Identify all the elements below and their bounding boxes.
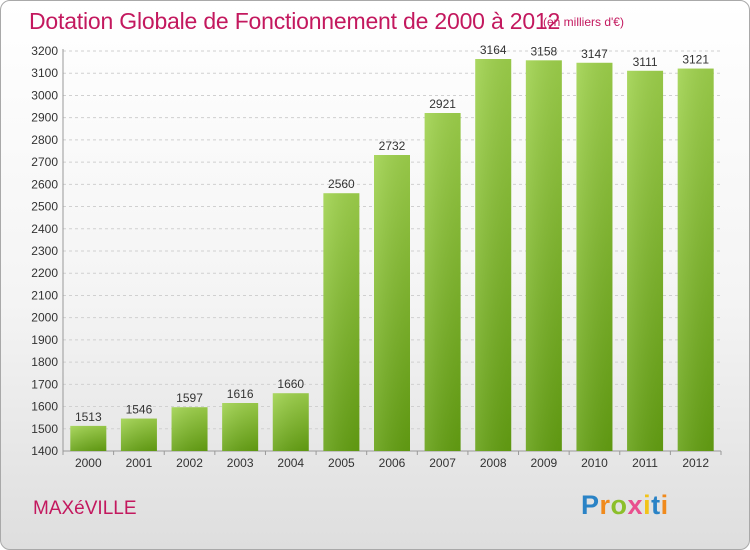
bar-shade-2004 (272, 393, 309, 451)
bar-shade-2000 (70, 425, 107, 451)
value-label-2009: 3158 (530, 44, 557, 58)
chart-unit-note: (en milliers d'€) (543, 15, 624, 29)
bar-shade-2007 (424, 113, 461, 451)
bar-shade-2001 (120, 418, 157, 451)
bar-shade-2006 (374, 155, 410, 451)
y-tick-label: 1600 (31, 400, 58, 414)
value-label-2011: 3111 (633, 55, 658, 69)
x-tick-label-2011: 2011 (632, 456, 658, 470)
bar-layer (70, 59, 714, 452)
y-tick-label: 1900 (31, 333, 58, 347)
y-tick-label: 1800 (31, 355, 58, 369)
y-tick-label: 2100 (31, 288, 58, 302)
y-tick-label: 1400 (31, 444, 58, 458)
value-label-2002: 1597 (176, 391, 203, 405)
brand-letter: r (599, 490, 611, 520)
x-tick-label-2009: 2009 (530, 456, 557, 470)
y-tick-label: 3100 (31, 66, 58, 80)
label-layer: 1513 2000 1546 2001 1597 2002 1616 2003 1660 2004… (75, 43, 709, 470)
proxiti-logo: Proxiti (581, 490, 669, 521)
value-label-2007: 2921 (429, 97, 456, 111)
y-tick-label: 2700 (31, 155, 58, 169)
axis-layer: 1400 1500 1600 1700 1800 1900 2000 2100 2200 2300… (31, 44, 722, 458)
y-tick-label: 1500 (31, 422, 58, 436)
y-tick-label: 3200 (31, 44, 58, 58)
bar-shade-2002 (171, 407, 208, 451)
brand-letter: i (643, 490, 652, 520)
x-tick-label-2004: 2004 (277, 456, 304, 470)
value-label-2008: 3164 (480, 43, 507, 57)
city-name: MAXéVILLE (33, 498, 137, 519)
x-tick-label-2000: 2000 (75, 456, 102, 470)
y-tick-label: 2200 (31, 266, 58, 280)
x-tick-label-2005: 2005 (328, 456, 355, 470)
x-tick-label-2001: 2001 (126, 456, 153, 470)
x-tick-label-2012: 2012 (682, 456, 709, 470)
x-tick-label-2010: 2010 (581, 456, 608, 470)
brand-letter: x (627, 490, 644, 520)
y-tick-label: 2300 (31, 244, 58, 258)
y-tick-label: 1700 (31, 377, 58, 391)
bar-shade-2009 (525, 60, 562, 451)
value-label-2010: 3147 (581, 47, 608, 61)
value-label-2003: 1616 (227, 387, 254, 401)
y-tick-label: 2800 (31, 133, 58, 147)
y-tick-label: 2600 (31, 177, 58, 191)
bar-shade-2005 (323, 193, 360, 451)
x-tick-label-2003: 2003 (227, 456, 254, 470)
brand-letter: P (581, 490, 600, 520)
brand-letter: t (651, 490, 661, 520)
value-label-2004: 1660 (277, 377, 304, 391)
bar-shade-2010 (576, 62, 613, 452)
y-tick-label: 2400 (31, 222, 58, 236)
bar-shade-2008 (475, 59, 512, 451)
x-tick-label-2007: 2007 (429, 456, 456, 470)
x-tick-label-2008: 2008 (480, 456, 507, 470)
y-tick-label: 2000 (31, 311, 58, 325)
value-label-2006: 2732 (379, 139, 406, 153)
value-label-2012: 3121 (682, 53, 709, 67)
value-label-2000: 1513 (75, 410, 102, 424)
value-label-2001: 1546 (126, 403, 153, 417)
value-label-2005: 2560 (328, 177, 355, 191)
y-tick-label: 2900 (31, 111, 58, 125)
bar-shade-2003 (222, 403, 259, 451)
bar-shade-2011 (627, 70, 664, 452)
x-tick-label-2002: 2002 (176, 456, 203, 470)
y-tick-label: 3000 (31, 88, 58, 102)
chart-title: Dotation Globale de Fonctionnement de 20… (29, 8, 561, 34)
x-tick-label-2006: 2006 (379, 456, 406, 470)
brand-letter: o (610, 490, 628, 520)
brand-letter: i (660, 490, 669, 520)
y-tick-label: 2500 (31, 200, 58, 214)
bar-shade-2012 (677, 68, 714, 452)
